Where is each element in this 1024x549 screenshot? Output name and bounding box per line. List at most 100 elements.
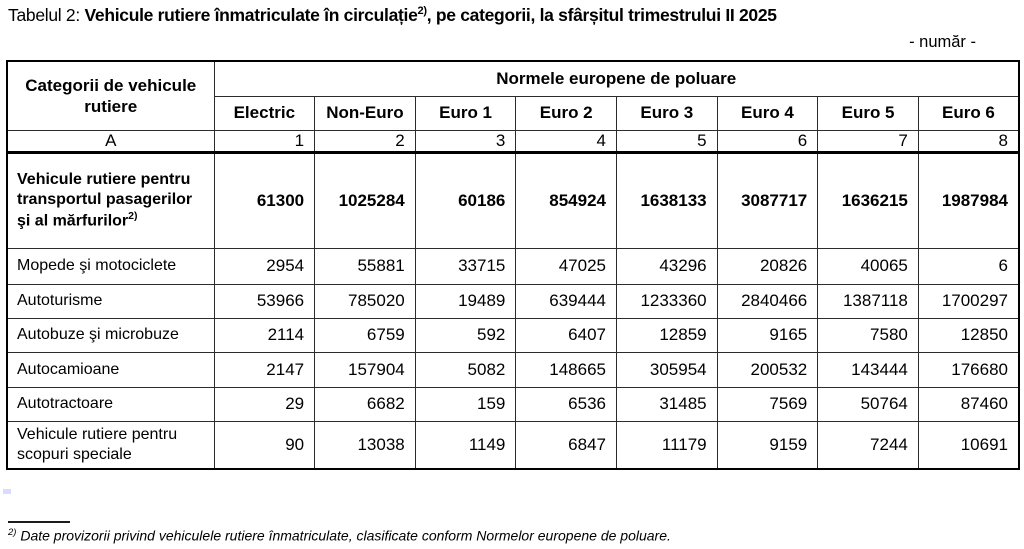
value-cell: 785020 [314,283,416,319]
value-cell: 159 [414,386,517,422]
row-label: Autoturisme [6,283,215,319]
row-label: Autocamioane [6,351,215,388]
value-cell: 1636215 [817,151,919,249]
value-cell: 143444 [817,351,919,388]
value-cell: 2114 [213,317,316,353]
table-body: Vehicule rutiere pentru transportul pasa… [6,151,1020,470]
value-cell: 6682 [314,386,416,422]
value-cell: 13038 [314,420,416,470]
row-label: Autobuze şi microbuze [6,317,215,353]
column-header-electric: Electric [213,95,316,131]
table-row: Autocamioane 2147 157904 5082 148665 305954 20… [6,351,1020,388]
value-cell: 47025 [515,247,617,285]
title-prefix: Tabelul 2: [8,5,85,25]
index-row: A 1 2 3 4 5 6 7 8 [6,129,1020,154]
row-label-text: Autocamioane [17,360,120,378]
title-main: Vehicule rutiere înmatriculate în circul… [84,5,777,25]
row-label: Vehicule rutiere pentru scopuri speciale [6,420,215,470]
row-label: Mopede şi motociclete [6,247,215,285]
value-cell: 1638133 [616,151,718,249]
title-suffix: , pe categorii, la sfârșitul trimestrulu… [426,5,777,25]
table-row: Vehicule rutiere pentru transportul pasa… [6,151,1020,249]
vehicles-table: Categorii de vehicule rutiere Normele eu… [6,60,1020,470]
value-cell: 12850 [917,317,1020,353]
index-cell: 3 [414,129,517,154]
table-row: Autoturisme 53966 785020 19489 639444 1233360… [6,283,1020,319]
value-cell: 55881 [314,247,416,285]
table-row: Autotractoare 29 6682 159 6536 31485 7569 50764… [6,386,1020,422]
footnote-divider [8,521,70,523]
column-header-euro1: Euro 1 [414,95,517,131]
value-cell: 305954 [616,351,718,388]
column-header-euro3: Euro 3 [616,95,718,131]
row-label: Autotractoare [6,386,215,422]
header-row-columns: Electric Non-Euro Euro 1 Euro 2 Euro 3 E… [7,95,1020,131]
index-cell: 7 [817,129,919,154]
table-row: Autobuze şi microbuze 2114 6759 592 6407 1285… [6,317,1020,353]
value-cell: 50764 [817,386,919,422]
footnote-text: Date provizorii privind vehiculele rutie… [16,527,671,544]
footnote: 2) Date provizorii privind vehiculele ru… [8,527,671,544]
value-cell: 157904 [314,351,416,388]
value-cell: 10691 [917,420,1020,470]
value-cell: 33715 [414,247,517,285]
index-cell: 1 [213,129,316,154]
footnote-superscript: 2) [8,527,17,538]
value-cell: 1387118 [817,283,919,319]
value-cell: 200532 [716,351,819,388]
index-cell-a: A [6,129,215,154]
value-cell: 1987984 [917,151,1020,249]
column-header-non-euro: Non-Euro [314,95,416,131]
value-cell: 3087717 [716,151,819,249]
value-cell: 40065 [817,247,919,285]
value-cell: 6407 [515,317,617,353]
value-cell: 1149 [414,420,517,470]
value-cell: 2954 [213,247,316,285]
value-cell: 43296 [616,247,718,285]
value-cell: 7580 [817,317,919,353]
value-cell: 7569 [716,386,819,422]
value-cell: 29 [213,386,316,422]
row-label-superscript: 2) [128,209,138,222]
row-label-text: Vehicule rutiere pentru transportul pasa… [17,171,193,230]
value-cell: 7244 [817,420,919,470]
value-cell: 60186 [414,151,517,249]
value-cell: 11179 [616,420,718,470]
value-cell: 1025284 [314,151,416,249]
value-cell: 12859 [616,317,718,353]
value-cell: 592 [414,317,517,353]
table-row: Mopede şi motociclete 2954 55881 33715 47025… [6,247,1020,285]
value-cell: 148665 [515,351,617,388]
column-header-euro2: Euro 2 [515,95,617,131]
value-cell: 2840466 [716,283,819,319]
value-cell: 53966 [213,283,316,319]
table-title: Tabelul 2: Vehicule rutiere înmatriculat… [8,5,777,26]
value-cell: 639444 [515,283,617,319]
value-cell: 2147 [213,351,316,388]
index-cell: 8 [917,129,1020,154]
value-cell: 61300 [213,151,316,249]
row-label-text: Autotractoare [17,395,114,413]
index-cell: 6 [716,129,819,154]
scan-artifact-dot [3,489,11,494]
value-cell: 6536 [515,386,617,422]
value-cell: 20826 [716,247,819,285]
title-superscript: 2) [417,5,427,18]
value-cell: 90 [213,420,316,470]
corner-header: Categorii de vehicule rutiere [6,60,215,131]
value-cell: 19489 [414,283,517,319]
column-header-euro6: Euro 6 [917,95,1020,131]
index-cell: 5 [616,129,718,154]
row-label-text: Autoturisme [17,292,103,310]
table-row: Vehicule rutiere pentru scopuri speciale… [6,420,1020,470]
index-cell: 4 [515,129,617,154]
value-cell: 31485 [616,386,718,422]
row-label: Vehicule rutiere pentru transportul pasa… [6,151,215,249]
row-label-text: Mopede şi motociclete [17,257,177,275]
value-cell: 176680 [917,351,1020,388]
unit-note: - număr - [909,33,976,51]
column-header-euro5: Euro 5 [817,95,919,131]
value-cell: 5082 [414,351,517,388]
value-cell: 9159 [716,420,819,470]
